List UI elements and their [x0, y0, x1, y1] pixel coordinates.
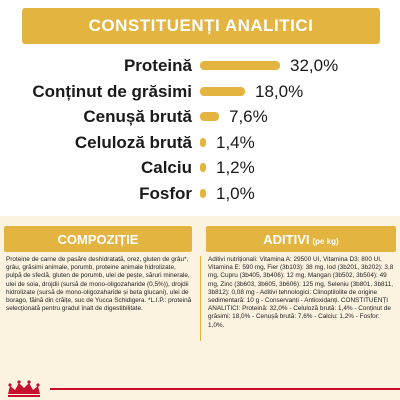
constituent-row: Calciu 1,2% [0, 157, 400, 179]
constituent-label: Fosfor [139, 183, 192, 203]
brand-red-line [50, 388, 400, 390]
constituent-label: Cenușă brută [83, 107, 192, 126]
constituent-bar [200, 163, 206, 172]
composition-title: COMPOZIȚIE [57, 231, 139, 247]
constituent-value: 7,6% [229, 107, 268, 126]
constituent-row: Celuloză brută 1,4% [0, 132, 400, 154]
constituent-value: 1,2% [216, 158, 255, 177]
constituent-bar [200, 188, 206, 198]
column-divider [200, 256, 201, 341]
constituent-row: Conținut de grăsimi 18,0% [0, 81, 400, 103]
constituent-label: Calciu [140, 158, 192, 177]
royal-canin-crown-logo-icon [8, 380, 40, 397]
constituent-row: Proteină 32,0% [0, 55, 400, 77]
additives-text: Aditivi nutriționali: Vitamina A: 29500 … [208, 256, 394, 329]
constituent-value: 18,0% [255, 81, 304, 101]
constituent-bar [200, 86, 245, 96]
constituent-bar [200, 61, 280, 70]
composition-heading: COMPOZIȚIE [4, 226, 192, 252]
composition-text: Proteine de carne de pasăre deshidratată… [6, 256, 192, 313]
constituent-bar [200, 112, 219, 121]
additives-heading: ADITIVI (pe kg) [206, 226, 396, 252]
constituent-value: 32,0% [290, 56, 339, 75]
analytical-constituents-banner: CONSTITUENȚI ANALITICI [22, 8, 380, 44]
constituent-value: 1,4% [216, 132, 255, 152]
page-title: CONSTITUENȚI ANALITICI [88, 16, 314, 35]
constituent-label: Conținut de grăsimi [32, 81, 192, 101]
constituent-label: Proteină [123, 56, 192, 75]
constituent-value: 1,0% [216, 183, 255, 203]
constituent-row: Cenușă brută 7,6% [0, 106, 400, 128]
constituent-bar [200, 137, 206, 147]
additives-unit: (pe kg) [312, 236, 339, 246]
constituent-label: Celuloză brută [74, 132, 192, 152]
additives-title: ADITIVI [263, 231, 310, 247]
constituent-row: Fosfor 1,0% [0, 183, 400, 205]
